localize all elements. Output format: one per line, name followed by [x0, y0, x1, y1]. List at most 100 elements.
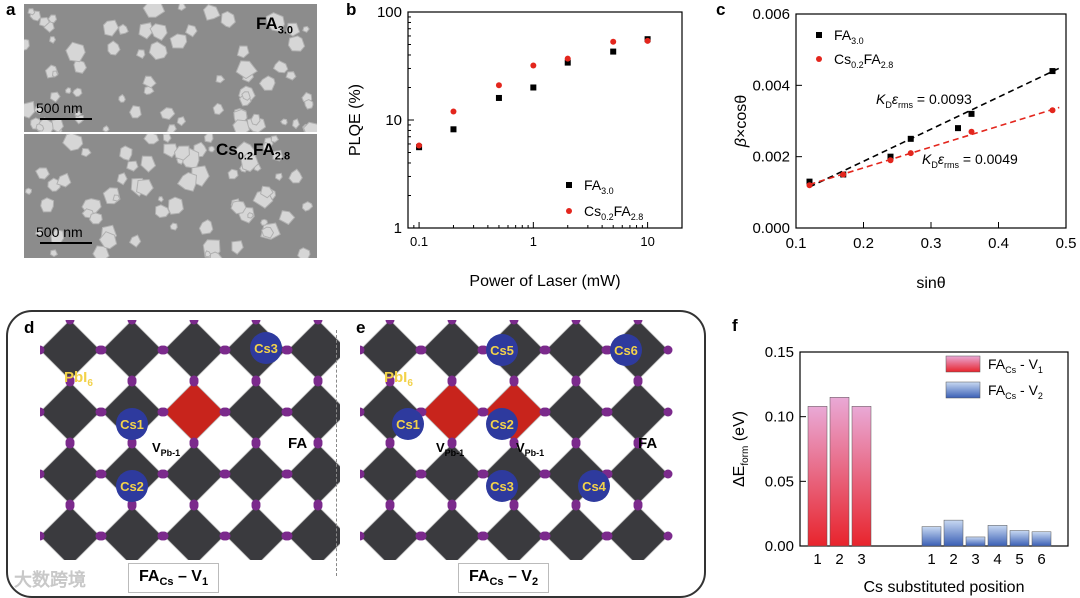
sem-grain: [240, 152, 259, 173]
sem-grain: [260, 218, 269, 226]
iodine-atom: [127, 439, 137, 449]
data-point-cs02fa28: [644, 37, 651, 44]
panel-letter-a: a: [6, 0, 16, 19]
x-tick-label-f: 6: [1037, 551, 1045, 568]
cs-atom: [486, 408, 518, 440]
pbi6-octahedron: [40, 381, 101, 443]
crystal-structure-d: Cs1 Cs2 Cs3 PbI6 FA VPb-1: [40, 320, 340, 560]
iodine-atom: [40, 407, 45, 417]
sem-grain: [169, 33, 188, 49]
sem-grain: [220, 10, 236, 28]
sem-grain: [136, 178, 154, 197]
crystal-structure-e: Cs1 Cs2 Cs3 Cs4 Cs5 Cs6 PbI6 FA VPb-1 VPb-1: [360, 320, 673, 560]
bar-v2: [987, 525, 1008, 547]
iodine-atom: [663, 407, 673, 417]
sem-grain: [215, 75, 226, 84]
data-point-fa30: [495, 94, 502, 101]
iodine-atom: [509, 501, 519, 511]
plot-frame-b: [407, 11, 683, 229]
iodine-atom: [417, 469, 427, 479]
x-tick-label-f: 3: [857, 551, 865, 568]
y-tick-label-b: 100: [377, 4, 402, 21]
data-point-cs02fa28: [450, 108, 457, 115]
iodine-atom: [417, 531, 427, 541]
sem-grain: [270, 135, 280, 143]
data-point-cs02fa28: [887, 157, 894, 164]
cs-atom: [250, 332, 282, 364]
x-tick-label-b: 0.1: [410, 234, 428, 249]
sem-grain: [162, 134, 172, 143]
scale-text-bottom: 500 nm: [36, 224, 83, 240]
data-point-cs02fa28: [907, 150, 914, 157]
sem-grain: [204, 250, 212, 258]
data-point-cs02fa28: [968, 128, 975, 135]
iodine-atom: [97, 407, 107, 417]
x-tick-label-c: 0.2: [853, 235, 874, 252]
iodine-atom: [189, 377, 199, 387]
y-tick-label-b: 10: [385, 112, 402, 129]
data-point-fa30: [450, 126, 457, 133]
sem-grain: [149, 23, 168, 41]
sem-grain: [203, 134, 214, 143]
x-tick-label-f: 2: [949, 551, 957, 568]
bar-v1: [829, 397, 850, 547]
iodine-atom: [385, 439, 395, 449]
sem-grain: [157, 196, 164, 203]
iodine-atom: [189, 320, 199, 325]
sem-label-fa30: FA3.0: [256, 14, 294, 37]
pbi6-octahedron: [225, 381, 287, 443]
sem-label-cs02fa28: Cs0.2FA2.8: [216, 140, 291, 163]
x-axis-label-c: sinθ: [916, 275, 945, 292]
iodine-atom: [127, 501, 137, 511]
pbi6-octahedron: [101, 505, 163, 560]
sem-grain: [285, 71, 297, 81]
sem-grain: [38, 16, 51, 28]
sem-grain: [74, 110, 82, 118]
iodine-atom: [571, 501, 581, 511]
x-tick-label-f: 3: [971, 551, 979, 568]
pbi6-octahedron: [40, 443, 101, 505]
sem-grain: [302, 25, 310, 33]
sem-grain: [262, 141, 271, 151]
x-tick-label-f: 1: [813, 551, 821, 568]
iodine-atom: [663, 531, 673, 541]
footer-label-e: FACs – V2: [458, 563, 550, 594]
iodine-atom: [159, 531, 169, 541]
pbi6-octahedron: [287, 320, 340, 381]
iodine-atom: [65, 320, 75, 325]
vacancy-label: VPb-1: [436, 440, 464, 458]
sem-grain: [126, 160, 139, 172]
sem-grain: [235, 60, 258, 80]
data-point-cs02fa28: [610, 38, 617, 45]
iodine-atom: [159, 469, 169, 479]
iodine-atom: [65, 377, 75, 387]
panel-letter-d: d: [24, 318, 35, 337]
sem-grain: [169, 222, 178, 231]
iodine-atom: [385, 320, 395, 325]
y-axis-label-c: β×cosθ: [733, 95, 750, 148]
pbi6-octahedron: [360, 505, 421, 560]
sem-grain: [274, 172, 283, 182]
iodine-atom: [360, 531, 365, 541]
sem-grain: [232, 119, 251, 132]
sem-grain: [73, 58, 87, 74]
legend-marker-b: [566, 182, 572, 188]
data-point-fa30: [530, 84, 537, 91]
data-point-cs02fa28: [806, 182, 813, 189]
data-point-fa30: [610, 48, 617, 55]
x-tick-label-c: 0.5: [1056, 235, 1077, 252]
iodine-atom: [65, 501, 75, 511]
cs-label: Cs3: [490, 479, 514, 494]
sem-grain: [35, 167, 50, 180]
iodine-atom: [189, 501, 199, 511]
sem-grain: [303, 121, 317, 132]
sem-grain: [241, 91, 251, 101]
legend-marker-b: [566, 208, 572, 214]
scale-bar-bottom: [40, 242, 92, 244]
iodine-atom: [40, 345, 45, 355]
sem-grain: [138, 22, 154, 40]
pbi6-octahedron: [483, 505, 545, 560]
bar-v2: [1009, 530, 1030, 547]
iodine-atom: [663, 469, 673, 479]
y-tick-label-c: 0.002: [752, 149, 790, 166]
